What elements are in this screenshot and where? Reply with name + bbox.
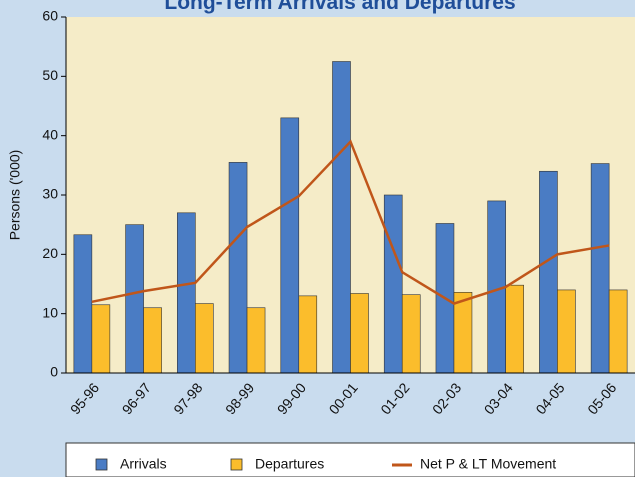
legend-swatch [95, 458, 108, 471]
bar [143, 307, 162, 374]
bar [177, 212, 196, 374]
bar [280, 117, 300, 374]
bar [539, 170, 558, 374]
y-tick-label: 30 [42, 186, 58, 202]
y-tick-label: 40 [42, 126, 58, 142]
bar [590, 163, 610, 374]
bar [332, 61, 351, 374]
bar [73, 234, 93, 374]
legend-label: Departures [255, 456, 324, 472]
bar [505, 284, 524, 374]
bar [608, 289, 628, 374]
bar [401, 294, 421, 374]
legend-swatch [230, 458, 243, 471]
bar [228, 162, 248, 374]
bar [91, 304, 111, 374]
y-tick-label: 10 [42, 304, 58, 320]
bar [453, 292, 473, 374]
chart-title: Long-Term Arrivals and Departures [164, 0, 515, 14]
y-tick-label: 60 [42, 8, 58, 24]
legend-label: Net P & LT Movement [420, 456, 556, 472]
bar [125, 224, 144, 374]
y-axis-label: Persons ('000) [7, 150, 23, 241]
bar [350, 293, 369, 374]
y-tick-label: 50 [42, 67, 58, 83]
y-tick-label: 0 [50, 364, 58, 380]
bar [298, 295, 318, 374]
line [91, 139, 610, 305]
legend-box [65, 442, 635, 477]
y-tick-label: 20 [42, 245, 58, 261]
bar [557, 289, 576, 374]
bar [195, 303, 214, 374]
bar [383, 194, 403, 374]
legend-label: Arrivals [120, 456, 167, 472]
bar [246, 307, 266, 374]
